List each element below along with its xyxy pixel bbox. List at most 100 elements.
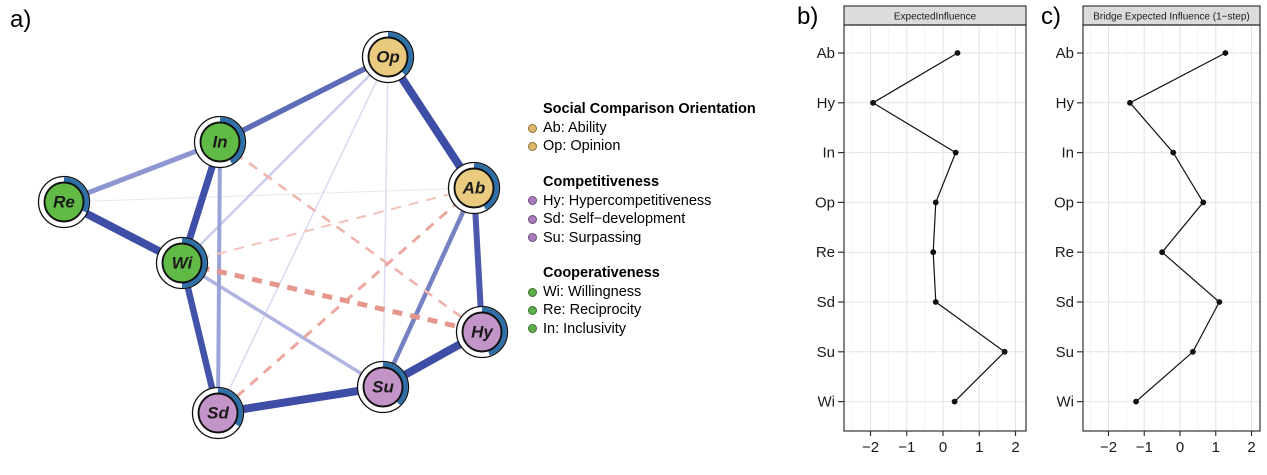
legend-group-1: Competitiveness Hy: Hypercompetitiveness S… xyxy=(528,173,756,247)
legend-group-2: Cooperativeness Wi: Willingness Re: Recipr… xyxy=(528,264,756,338)
node-pie-arc-Hy xyxy=(481,307,507,356)
x-tick-label: 0 xyxy=(1176,439,1184,456)
network-legend: Social Comparison Orientation Ab: Ability… xyxy=(528,100,756,355)
y-tick-label-Sd: Sd xyxy=(1056,294,1074,311)
network-node-Re: Re xyxy=(37,175,91,229)
legend-dot-icon xyxy=(528,287,537,297)
legend-dot-icon xyxy=(528,214,537,224)
x-tick-label: 1 xyxy=(975,439,983,456)
node-label-Sd: Sd xyxy=(207,404,229,423)
node-circle-Sd xyxy=(197,392,239,434)
network-edge-Op-Sd xyxy=(217,56,389,414)
data-point-Sd xyxy=(1216,299,1223,305)
legend-item-label: Wi: Willingness xyxy=(543,283,642,300)
x-tick-label: −2 xyxy=(862,439,879,456)
network-edge-Ab-Su xyxy=(380,187,477,388)
node-label-Su: Su xyxy=(372,378,394,397)
x-tick-label: 2 xyxy=(1247,439,1255,456)
legend-dot-icon xyxy=(528,324,537,334)
network-edge-Re-Ab xyxy=(63,187,475,203)
y-tick-label-Su: Su xyxy=(1056,344,1074,361)
data-point-Hy xyxy=(1127,99,1133,106)
panel-border xyxy=(1082,24,1261,432)
panel-c-label: c) xyxy=(1041,3,1061,30)
legend-item-label: Op: Opinion xyxy=(543,138,621,155)
data-point-Ab xyxy=(954,50,961,56)
legend-item: Ab: Ability xyxy=(528,119,756,137)
y-tick-label-Re: Re xyxy=(816,244,835,261)
x-tick-label: 2 xyxy=(1011,439,1019,456)
x-tick-label: −1 xyxy=(1136,439,1153,456)
node-circle-Op xyxy=(367,36,409,78)
legend-dot-icon xyxy=(528,196,537,206)
x-tick-label: 0 xyxy=(939,439,947,456)
y-tick-label-Ab: Ab xyxy=(817,45,835,62)
data-point-Wi xyxy=(1133,398,1139,405)
node-pie-arc-Su xyxy=(382,362,408,406)
node-pie-arc-Re xyxy=(63,177,89,213)
legend-item-label: Re: Reciprocity xyxy=(543,302,642,319)
legend-group-title: Cooperativeness xyxy=(543,264,660,281)
y-tick-label-Ab: Ab xyxy=(1056,45,1074,62)
network-graph: Op In Ab Re Wi Hy Su Sd xyxy=(37,30,509,440)
network-edge-Wi-Hy xyxy=(181,260,483,335)
data-point-In xyxy=(952,149,959,156)
node-label-Ab: Ab xyxy=(462,179,486,198)
node-circle-Hy xyxy=(461,311,503,353)
network-edge-Wi-Su xyxy=(181,261,384,389)
data-point-Hy xyxy=(870,99,876,106)
legend-item-label: In: Inclusivity xyxy=(543,320,626,337)
legend-item: Wi: Willingness xyxy=(528,283,756,301)
y-tick-label-Hy: Hy xyxy=(1056,95,1075,112)
network-edge-In-Hy xyxy=(219,140,483,334)
y-tick-label-Wi: Wi xyxy=(818,394,836,411)
node-pie-arc-Wi xyxy=(181,238,207,288)
y-tick-label-Su: Su xyxy=(817,344,835,361)
network-edge-Sd-Su xyxy=(217,383,384,417)
node-circle-In xyxy=(199,121,241,163)
network-node-In: In xyxy=(193,115,247,169)
legend-item: Sd: Self−development xyxy=(528,210,756,228)
legend-item-label: Sd: Self−development xyxy=(543,211,686,228)
bridge-expected-influence-chart: Bridge Expected Influence (1−step) −2 −1 0 1… xyxy=(1054,5,1261,456)
x-tick-label: −2 xyxy=(1100,439,1117,456)
network-edge-Re-In xyxy=(63,139,221,205)
network-node-Wi: Wi xyxy=(155,236,209,290)
data-point-Op xyxy=(1200,199,1207,206)
network-edge-Op-In xyxy=(218,54,390,145)
expected-influence-chart: ExpectedInfluence −2 −1 0 1 2 Ab Hy In Op Re Sd Su Wi xyxy=(815,5,1027,456)
node-circle-Ab xyxy=(453,167,495,209)
legend-dot-icon xyxy=(528,233,537,243)
facet-strip-title: Bridge Expected Influence (1−step) xyxy=(1093,12,1249,23)
node-circle-Re xyxy=(43,181,85,223)
network-edge-In-Sd xyxy=(216,141,222,414)
series-line xyxy=(1129,52,1226,403)
data-point-Su xyxy=(1001,348,1008,355)
y-tick-label-Re: Re xyxy=(1055,244,1074,261)
y-tick-label-In: In xyxy=(822,145,835,162)
legend-item: Su: Surpassing xyxy=(528,229,756,247)
legend-group-title: Competitiveness xyxy=(543,173,660,190)
data-point-Sd xyxy=(932,299,939,305)
legend-group-title: Social Comparison Orientation xyxy=(543,101,756,117)
node-pie-arc-Op xyxy=(387,32,413,76)
facet-strip-title: ExpectedInfluence xyxy=(894,12,977,23)
y-tick-label-Wi: Wi xyxy=(1057,394,1075,411)
legend-dot-icon xyxy=(528,142,537,152)
legend-item-label: Ab: Ability xyxy=(543,120,607,136)
node-label-Op: Op xyxy=(376,48,400,67)
y-tick-label-Op: Op xyxy=(1054,194,1074,211)
node-label-Wi: Wi xyxy=(172,254,194,273)
series-line xyxy=(871,52,1006,403)
x-tick-label: 1 xyxy=(1212,439,1220,456)
network-node-Sd: Sd xyxy=(191,386,245,440)
y-tick-label-Op: Op xyxy=(815,194,835,211)
legend-group-0: Social Comparison Orientation Ab: Ability… xyxy=(528,100,756,156)
panel-border xyxy=(843,24,1027,432)
node-pie-arc-In xyxy=(219,117,245,164)
node-pie-arc-Sd xyxy=(217,388,243,427)
y-tick-label-Sd: Sd xyxy=(817,294,835,311)
network-node-Su: Su xyxy=(356,360,410,414)
legend-item: Op: Opinion xyxy=(528,137,756,155)
network-node-Hy: Hy xyxy=(455,305,509,359)
